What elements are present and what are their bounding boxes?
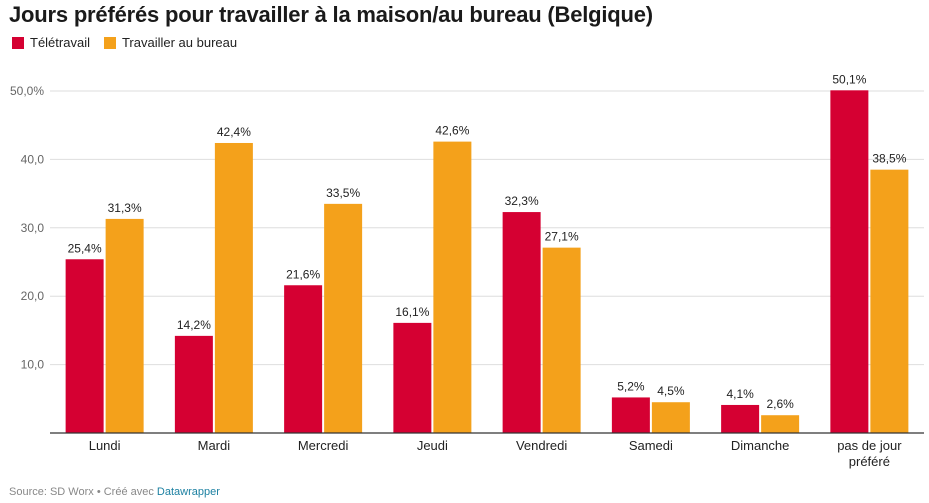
legend-swatch-bureau (103, 36, 116, 49)
bar-teletravail (393, 322, 432, 433)
bar-bureau (542, 247, 581, 433)
legend-item-teletravail: Télétravail (12, 35, 90, 50)
x-tick-label: Samedi (629, 438, 673, 453)
x-tick-label: Dimanche (731, 438, 790, 453)
bar-bureau (324, 203, 363, 433)
data-label: 4,5% (657, 384, 685, 398)
y-tick-label: 10,0 (21, 358, 45, 372)
data-label: 5,2% (617, 379, 645, 393)
data-label: 50,1% (832, 72, 866, 86)
data-label: 42,6% (435, 124, 469, 138)
x-tick-label: Vendredi (516, 438, 567, 453)
legend-item-bureau: Travailler au bureau (103, 35, 238, 50)
bar-teletravail (65, 259, 104, 433)
x-tick-label: préféré (849, 454, 890, 469)
legend-swatch-teletravail (12, 36, 24, 49)
bar-bureau (761, 415, 800, 433)
bar-bureau (214, 142, 253, 433)
data-label: 21,6% (286, 267, 320, 281)
data-label: 33,5% (326, 186, 360, 200)
x-tick-label: Jeudi (417, 438, 448, 453)
x-tick-label: Mardi (198, 438, 231, 453)
bar-teletravail (721, 404, 760, 433)
data-label: 27,1% (545, 230, 579, 244)
bar-teletravail (502, 212, 541, 433)
data-label: 32,3% (505, 194, 539, 208)
legend: Télétravail Travailler au bureau (12, 35, 237, 50)
bar-bureau (433, 141, 472, 433)
bar-bureau (870, 169, 909, 433)
bar-bureau (105, 218, 144, 433)
data-label: 25,4% (68, 241, 102, 255)
bar-teletravail (174, 335, 213, 433)
chart-title: Jours préférés pour travailler à la mais… (9, 2, 653, 27)
data-label: 42,4% (217, 125, 251, 139)
bar-teletravail (830, 90, 869, 433)
data-label: 38,5% (872, 152, 906, 166)
datawrapper-link[interactable]: Datawrapper (156, 486, 220, 498)
y-tick-label: 30,0 (21, 221, 45, 235)
bar-teletravail (611, 397, 650, 433)
data-label: 4,1% (726, 387, 754, 401)
x-tick-label: pas de jour (837, 438, 902, 453)
data-label: 2,6% (766, 397, 794, 411)
bar-chart: 10,0 20,0 30,0 40,0 50,0% 25,4% 31,3% Lundi 14,2… (10, 72, 924, 469)
bar-bureau (651, 402, 690, 433)
source-footer: Source: SD Worx • Créé avec Datawrapper (9, 486, 220, 498)
x-tick-label: Mercredi (298, 438, 349, 453)
legend-label-teletravail: Télétravail (30, 35, 90, 50)
data-label: 16,1% (395, 305, 429, 319)
y-tick-label: 50,0% (10, 84, 44, 98)
y-tick-label: 40,0 (21, 152, 45, 166)
legend-label-bureau: Travailler au bureau (121, 35, 238, 50)
x-tick-label: Lundi (89, 438, 121, 453)
y-tick-label: 20,0 (21, 289, 45, 303)
bar-teletravail (284, 285, 323, 433)
data-label: 31,3% (108, 201, 142, 215)
data-label: 14,2% (177, 318, 211, 332)
source-text: Source: SD Worx • Créé avec (9, 486, 157, 498)
